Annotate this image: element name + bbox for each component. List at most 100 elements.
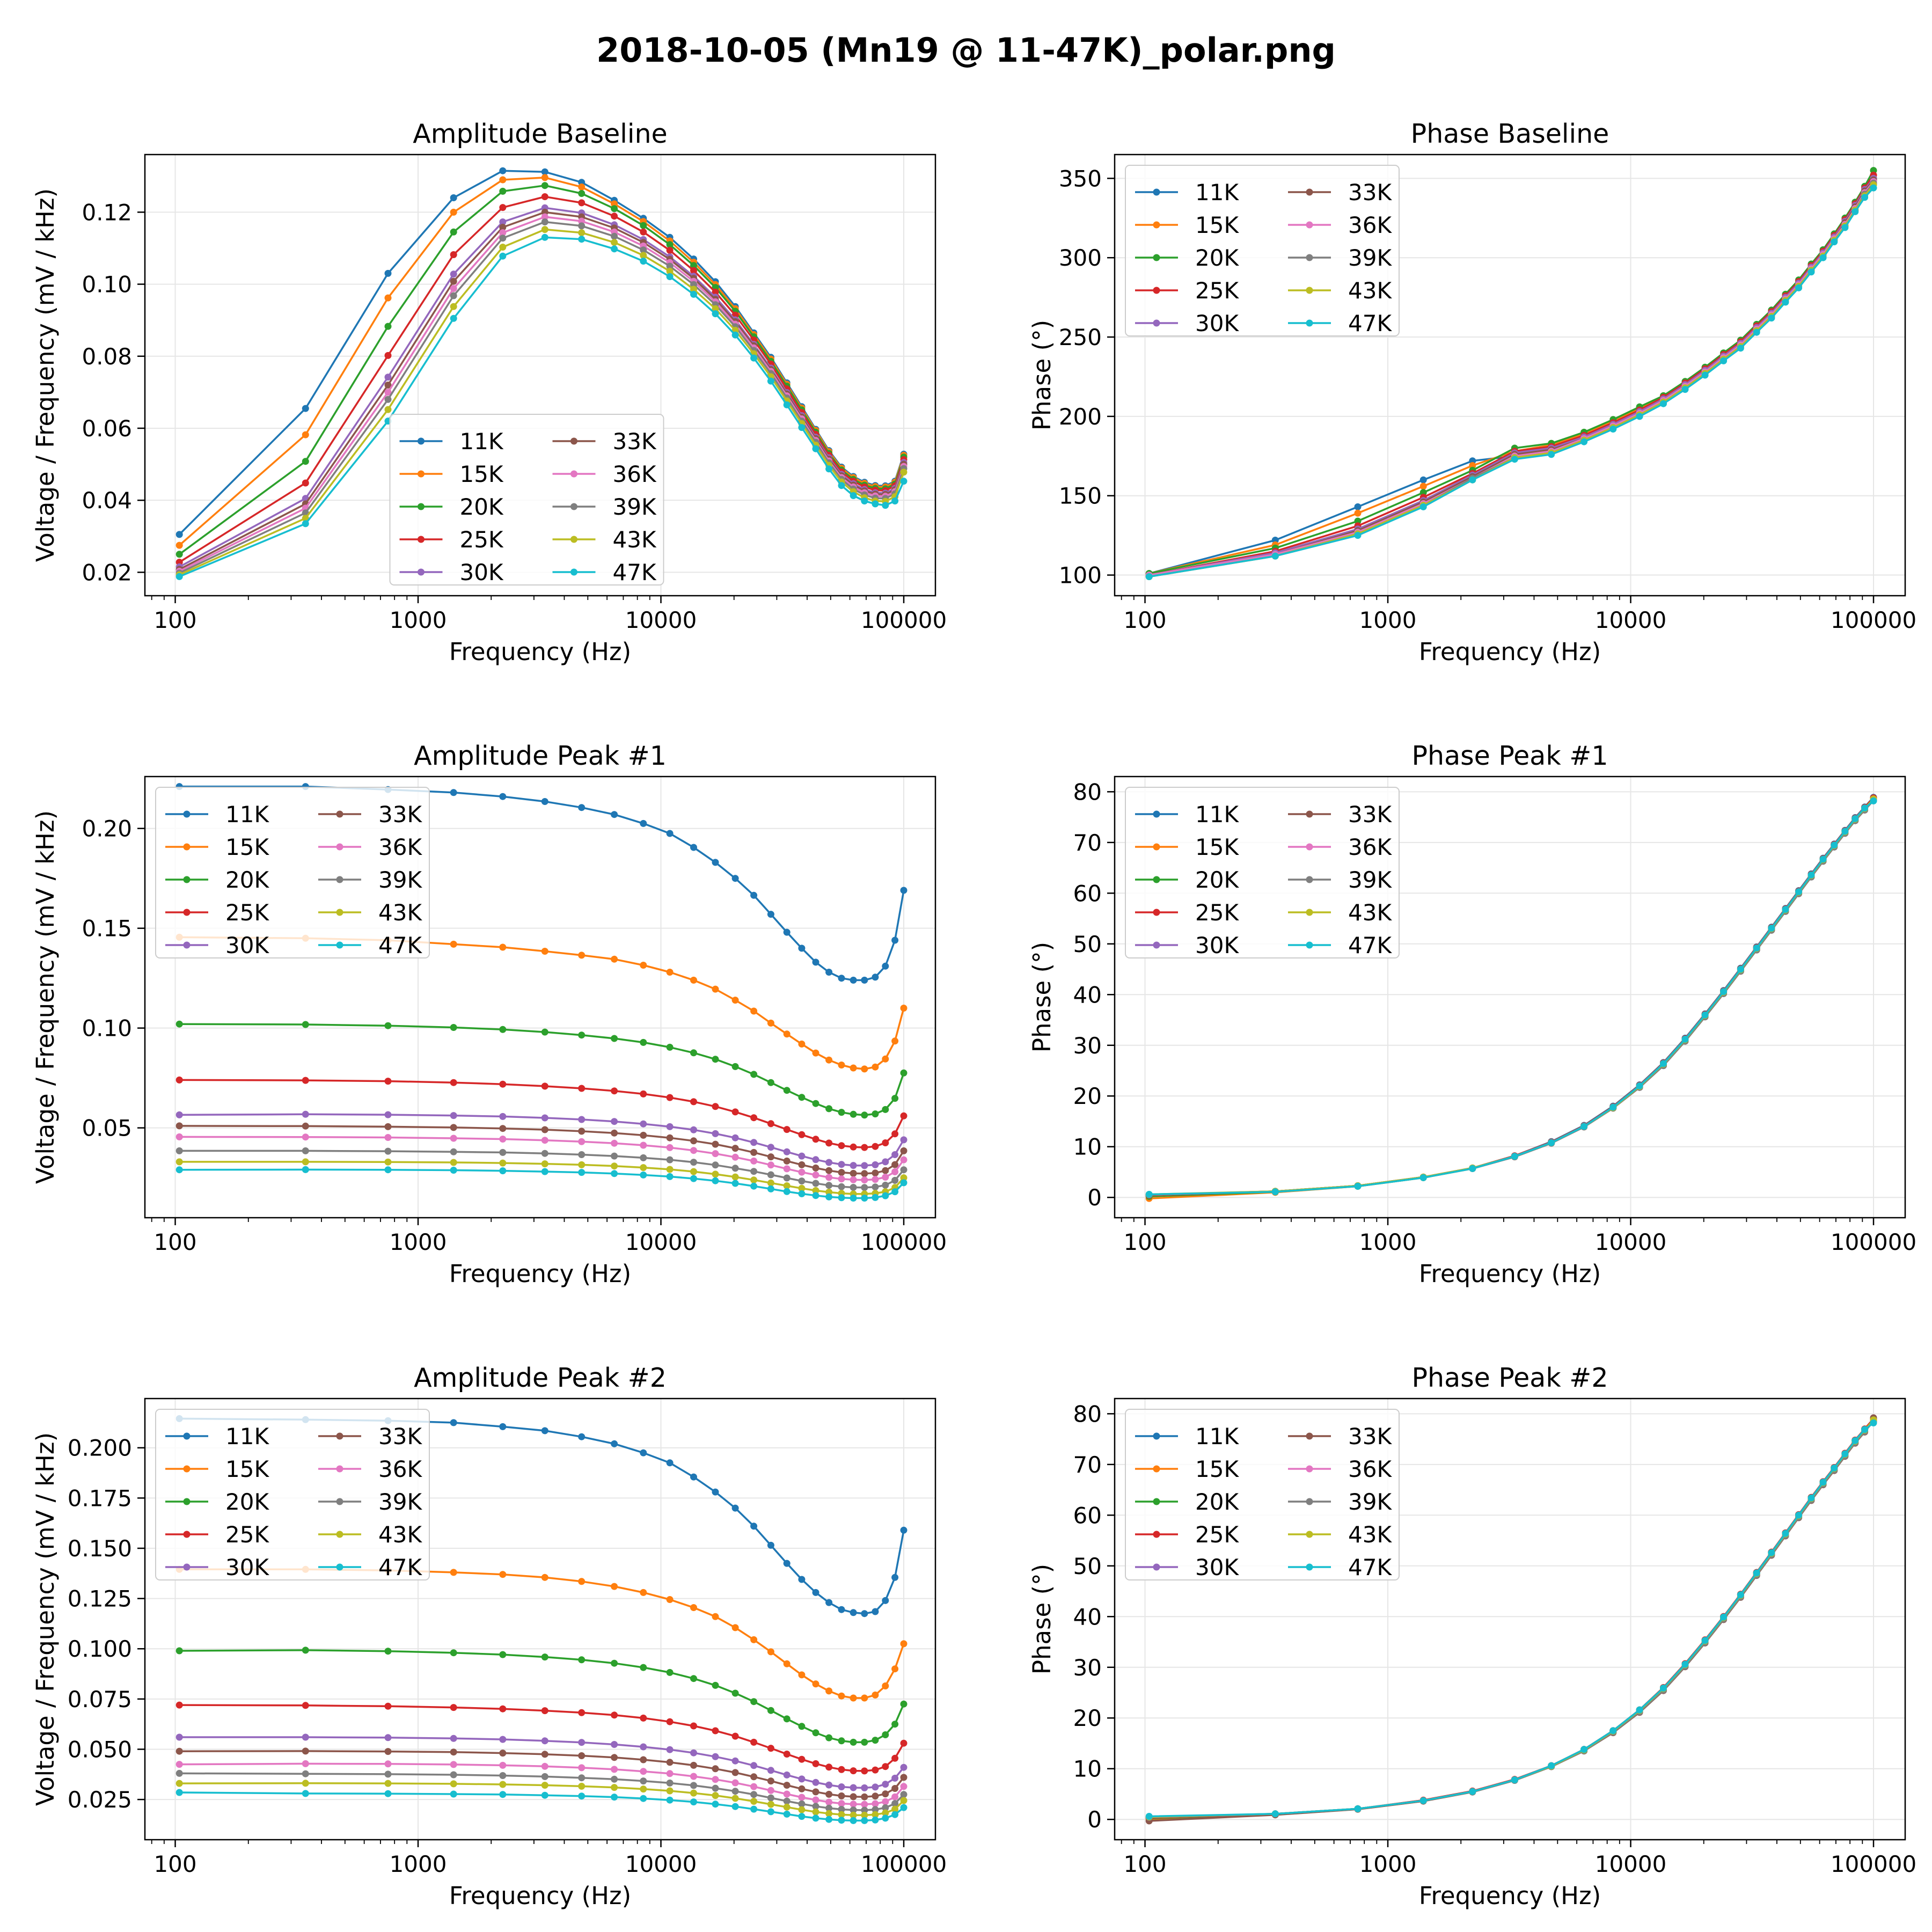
- data-point: [1145, 1191, 1153, 1198]
- data-point: [861, 1065, 868, 1073]
- data-point: [666, 830, 674, 837]
- data-point: [499, 204, 507, 211]
- data-point: [900, 1069, 908, 1077]
- data-point: [872, 1183, 879, 1191]
- series-47K: [1145, 797, 1877, 1198]
- data-point: [690, 1773, 697, 1780]
- data-point: [731, 1504, 739, 1512]
- data-point: [1469, 1788, 1476, 1795]
- data-point: [750, 1176, 758, 1184]
- legend-label: 33K: [1348, 801, 1392, 828]
- series-47K: [175, 1789, 908, 1824]
- legend-label: 36K: [613, 461, 657, 487]
- y-tick-label: 20: [1073, 1705, 1102, 1731]
- data-point: [767, 1019, 774, 1027]
- data-point: [541, 1168, 548, 1175]
- data-point: [861, 1694, 868, 1702]
- data-point: [825, 1174, 833, 1181]
- data-point: [499, 229, 507, 237]
- data-point: [861, 1144, 868, 1151]
- data-point: [666, 1779, 674, 1787]
- data-point: [1870, 184, 1877, 192]
- data-point: [384, 352, 392, 359]
- series-30K: [175, 1733, 908, 1791]
- y-axis-label: Voltage / Frequency (mV / kHz): [31, 810, 60, 1184]
- data-point: [578, 1128, 586, 1135]
- legend-label: 39K: [1348, 245, 1392, 271]
- data-point: [175, 1780, 183, 1787]
- axes-frame: [1114, 1397, 1906, 1841]
- data-point: [1419, 482, 1427, 490]
- data-point: [798, 1785, 806, 1792]
- data-point: [690, 1604, 697, 1611]
- data-point: [731, 1180, 739, 1187]
- data-point: [861, 1184, 868, 1191]
- data-point: [499, 1113, 507, 1120]
- data-point: [640, 1589, 647, 1596]
- legend-swatch-marker: [1306, 1498, 1313, 1505]
- data-point: [1419, 1174, 1427, 1181]
- data-point: [882, 1055, 889, 1063]
- data-point: [640, 1090, 647, 1097]
- legend-label: 25K: [1195, 1521, 1239, 1548]
- data-point: [541, 182, 548, 189]
- legend-entry: 33K: [1288, 1423, 1392, 1450]
- data-point: [499, 1772, 507, 1779]
- data-point: [302, 431, 309, 438]
- data-point: [850, 1064, 857, 1072]
- data-point: [838, 1811, 845, 1818]
- data-point: [712, 1056, 719, 1063]
- data-point: [850, 1195, 857, 1202]
- data-point: [302, 1733, 309, 1741]
- legend-swatch-marker: [336, 1432, 343, 1440]
- legend-label: 33K: [378, 1423, 422, 1450]
- legend-swatch-marker: [1306, 1531, 1313, 1538]
- legend-label: 39K: [378, 1489, 422, 1515]
- data-point: [1354, 503, 1362, 510]
- legend-swatch-marker: [1153, 843, 1160, 851]
- data-point: [690, 262, 697, 269]
- data-point: [1354, 517, 1362, 525]
- data-point: [541, 233, 548, 241]
- legend-label: 39K: [1348, 867, 1392, 893]
- data-point: [838, 1800, 845, 1807]
- data-point: [712, 1103, 719, 1110]
- data-point: [499, 1148, 507, 1156]
- data-point: [1636, 1706, 1643, 1714]
- data-point: [175, 1122, 183, 1130]
- data-point: [731, 1732, 739, 1740]
- data-point: [731, 1165, 739, 1172]
- legend-swatch-marker: [336, 1498, 343, 1505]
- y-tick-label: 40: [1073, 1604, 1102, 1630]
- legend-label: 36K: [378, 834, 422, 860]
- data-point: [499, 244, 507, 251]
- data-point: [872, 1766, 879, 1774]
- data-point: [731, 875, 739, 882]
- data-point: [578, 952, 586, 959]
- data-point: [882, 1809, 889, 1817]
- legend-frame: [389, 414, 664, 586]
- data-point: [175, 531, 183, 538]
- legend: 11K 15K 20K 25K 30K 33K 36K 39K 43K 47K: [389, 414, 664, 586]
- axes-frame: [144, 153, 936, 597]
- data-point: [861, 1817, 868, 1824]
- data-point: [640, 1164, 647, 1172]
- data-point: [499, 176, 507, 184]
- data-point: [1795, 284, 1803, 291]
- legend-label: 15K: [1195, 1456, 1239, 1482]
- y-tick-label: 70: [1073, 830, 1102, 856]
- data-point: [891, 1037, 899, 1045]
- data-point: [783, 1782, 791, 1789]
- data-point: [882, 1158, 889, 1166]
- series-39K: [175, 1769, 908, 1814]
- data-point: [666, 1459, 674, 1467]
- data-point: [900, 1526, 908, 1534]
- plot-data: [175, 1415, 908, 1824]
- data-point: [302, 1077, 309, 1084]
- data-point: [1701, 371, 1709, 379]
- data-point: [783, 1560, 791, 1567]
- legend-label: 47K: [1348, 1554, 1392, 1580]
- data-point: [838, 1169, 845, 1176]
- data-point: [798, 945, 806, 952]
- data-point: [712, 1753, 719, 1760]
